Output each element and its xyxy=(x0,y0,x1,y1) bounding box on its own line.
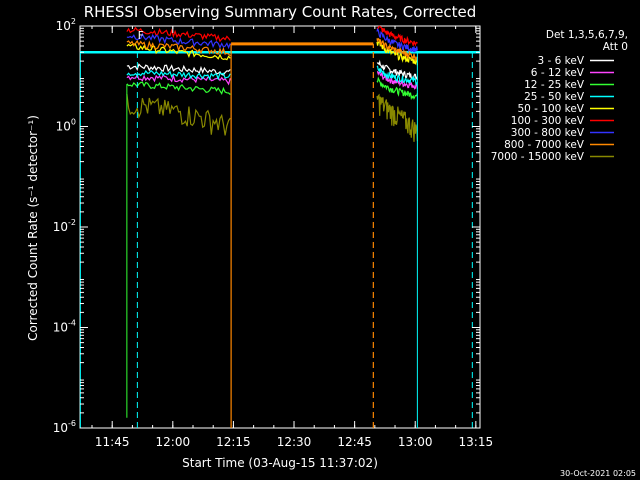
series-segment xyxy=(126,94,231,136)
series-line xyxy=(126,25,418,47)
x-tick-label: 12:45 xyxy=(337,435,372,449)
legend-label: 800 - 7000 keV xyxy=(504,139,585,151)
legend-label: 6 - 12 keV xyxy=(531,67,585,79)
x-axis-ticks: 11:45 12:00 12:15 12:30 12:45 13:00 13:15 xyxy=(91,26,494,449)
x-tick-label: 12:15 xyxy=(216,435,251,449)
series-line xyxy=(126,76,418,101)
y-tick-label: 10-6 xyxy=(53,419,76,435)
series-line xyxy=(126,59,418,81)
legend-label: 7000 - 15000 keV xyxy=(491,151,585,163)
y-axis-label: Corrected Count Rate (s⁻¹ detector⁻¹) xyxy=(26,115,40,341)
series-segment xyxy=(376,65,418,86)
chart-title: RHESSI Observing Summary Count Rates, Co… xyxy=(84,3,477,21)
legend-label: 300 - 800 keV xyxy=(511,127,585,139)
legend-label: 50 - 100 keV xyxy=(517,103,584,115)
series-segment xyxy=(126,63,231,76)
x-tick-label: 13:15 xyxy=(459,435,494,449)
x-tick-label: 11:45 xyxy=(95,435,130,449)
series-segment xyxy=(126,26,231,43)
series-segment xyxy=(126,32,231,50)
y-tick-label: 10-4 xyxy=(53,319,76,335)
footer-date: 30-Oct-2021 02:05 xyxy=(560,469,636,478)
plot-area: F xyxy=(79,25,481,429)
legend-label: 25 - 50 keV xyxy=(524,91,585,103)
y-tick-label: 10-2 xyxy=(53,218,76,234)
series-segment xyxy=(376,76,418,101)
series-segment xyxy=(126,81,231,96)
y-tick-label: 102 xyxy=(56,17,76,33)
legend-label: 100 - 300 keV xyxy=(511,115,585,127)
series-line xyxy=(126,65,418,86)
series-segment xyxy=(126,73,231,86)
series-segment xyxy=(126,39,231,57)
y-tick-label: 100 xyxy=(56,118,76,134)
plot-frame xyxy=(79,25,481,429)
y-axis-ticks: 10-6 10-4 10-2 100 102 xyxy=(53,17,480,435)
legend-header-line-2: Att 0 xyxy=(603,41,628,53)
series-segment xyxy=(376,59,418,81)
series-line xyxy=(126,37,418,62)
series-line xyxy=(126,93,418,142)
x-tick-label: 12:00 xyxy=(156,435,191,449)
x-axis-label: Start Time (03-Aug-15 11:37:02) xyxy=(182,456,378,470)
series-segment xyxy=(376,27,418,53)
series-segment xyxy=(376,37,418,62)
series-line xyxy=(126,27,418,53)
legend-label: 3 - 6 keV xyxy=(537,55,584,67)
series-segment xyxy=(376,93,418,142)
x-tick-label: 13:00 xyxy=(398,435,433,449)
legend-label: 12 - 25 keV xyxy=(524,79,585,91)
series-segment xyxy=(126,69,231,81)
flag-letter: F xyxy=(138,30,144,42)
x-tick-label: 12:30 xyxy=(277,435,312,449)
series-segment xyxy=(376,25,418,47)
legend-header-line-1: Det 1,3,5,6,7,9, xyxy=(546,29,628,41)
